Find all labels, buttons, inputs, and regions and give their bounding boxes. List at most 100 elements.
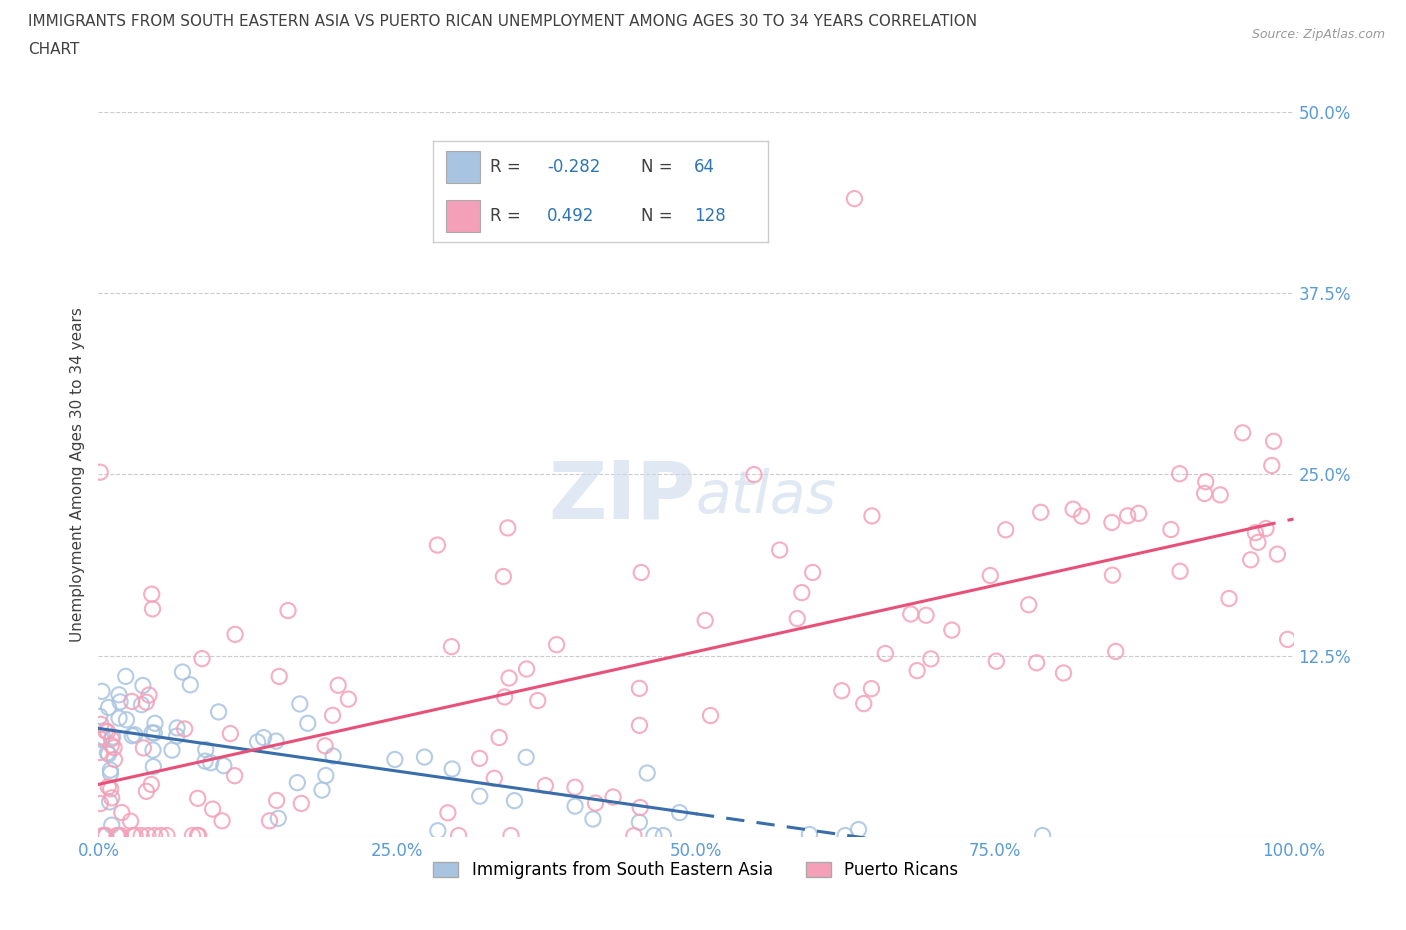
Point: [138, 687, 160, 702]
Point: [498, 671, 520, 685]
Point: [156, 828, 179, 843]
Point: [1254, 521, 1277, 536]
Point: [285, 776, 308, 790]
Point: [129, 828, 152, 843]
Point: [628, 718, 651, 733]
Point: [413, 750, 436, 764]
Point: [142, 743, 165, 758]
Point: [136, 828, 159, 843]
Point: [994, 523, 1017, 538]
Point: [246, 735, 269, 750]
Point: [468, 751, 491, 765]
Point: [124, 828, 146, 843]
Point: [97, 700, 120, 715]
Point: [801, 565, 824, 580]
Point: [89, 709, 111, 724]
Point: [100, 817, 122, 832]
Legend: Immigrants from South Eastern Asia, Puerto Ricans: Immigrants from South Eastern Asia, Puer…: [433, 861, 959, 880]
Point: [121, 694, 143, 709]
Point: [219, 726, 242, 741]
Point: [1070, 509, 1092, 524]
Point: [848, 822, 870, 837]
Point: [186, 828, 208, 843]
Point: [628, 800, 651, 815]
Point: [97, 779, 120, 794]
Point: [437, 805, 460, 820]
Point: [769, 542, 792, 557]
Point: [468, 789, 491, 804]
Point: [426, 538, 449, 552]
Point: [1195, 474, 1218, 489]
Point: [337, 692, 360, 707]
Point: [1025, 656, 1047, 671]
Point: [207, 705, 229, 720]
Point: [1263, 433, 1285, 448]
Point: [96, 746, 118, 761]
Point: [831, 684, 853, 698]
Text: Source: ZipAtlas.com: Source: ZipAtlas.com: [1251, 28, 1385, 41]
Point: [269, 669, 291, 684]
Point: [124, 727, 146, 742]
Point: [191, 651, 214, 666]
Point: [143, 828, 166, 843]
Point: [534, 778, 557, 793]
Point: [699, 708, 721, 723]
Point: [516, 661, 538, 676]
Point: [264, 734, 287, 749]
Point: [181, 828, 204, 843]
Point: [526, 693, 548, 708]
Point: [297, 716, 319, 731]
Point: [200, 755, 222, 770]
Point: [628, 681, 651, 696]
Point: [90, 717, 112, 732]
Point: [141, 725, 163, 740]
Point: [314, 738, 336, 753]
Point: [630, 565, 652, 580]
Point: [844, 192, 866, 206]
Point: [1277, 632, 1299, 647]
Point: [384, 752, 406, 767]
Point: [121, 828, 143, 843]
Point: [1052, 666, 1074, 681]
Point: [100, 737, 122, 752]
Point: [668, 805, 690, 820]
Point: [1232, 425, 1254, 440]
Point: [132, 740, 155, 755]
Point: [328, 678, 350, 693]
Point: [89, 465, 111, 480]
Point: [564, 799, 586, 814]
Point: [322, 708, 344, 723]
Point: [494, 689, 516, 704]
Point: [141, 602, 163, 617]
Point: [194, 753, 217, 768]
Point: [860, 681, 883, 696]
Point: [652, 828, 675, 843]
Point: [100, 732, 122, 747]
Point: [834, 828, 856, 843]
Point: [695, 613, 717, 628]
Point: [1062, 502, 1084, 517]
Point: [1240, 552, 1263, 567]
Point: [496, 521, 519, 536]
Point: [135, 784, 157, 799]
Point: [915, 608, 938, 623]
Point: [1128, 506, 1150, 521]
Point: [101, 729, 124, 744]
Point: [484, 771, 506, 786]
Point: [111, 805, 134, 820]
Point: [110, 828, 132, 843]
Point: [1101, 515, 1123, 530]
Point: [252, 730, 274, 745]
Point: [499, 828, 522, 843]
Point: [1032, 828, 1054, 843]
Point: [488, 730, 510, 745]
Point: [1247, 535, 1270, 550]
Point: [93, 828, 115, 843]
Point: [98, 794, 121, 809]
Point: [105, 828, 128, 843]
Point: [114, 669, 136, 684]
Point: [905, 663, 928, 678]
Point: [143, 725, 166, 740]
Point: [322, 749, 344, 764]
Point: [515, 750, 537, 764]
